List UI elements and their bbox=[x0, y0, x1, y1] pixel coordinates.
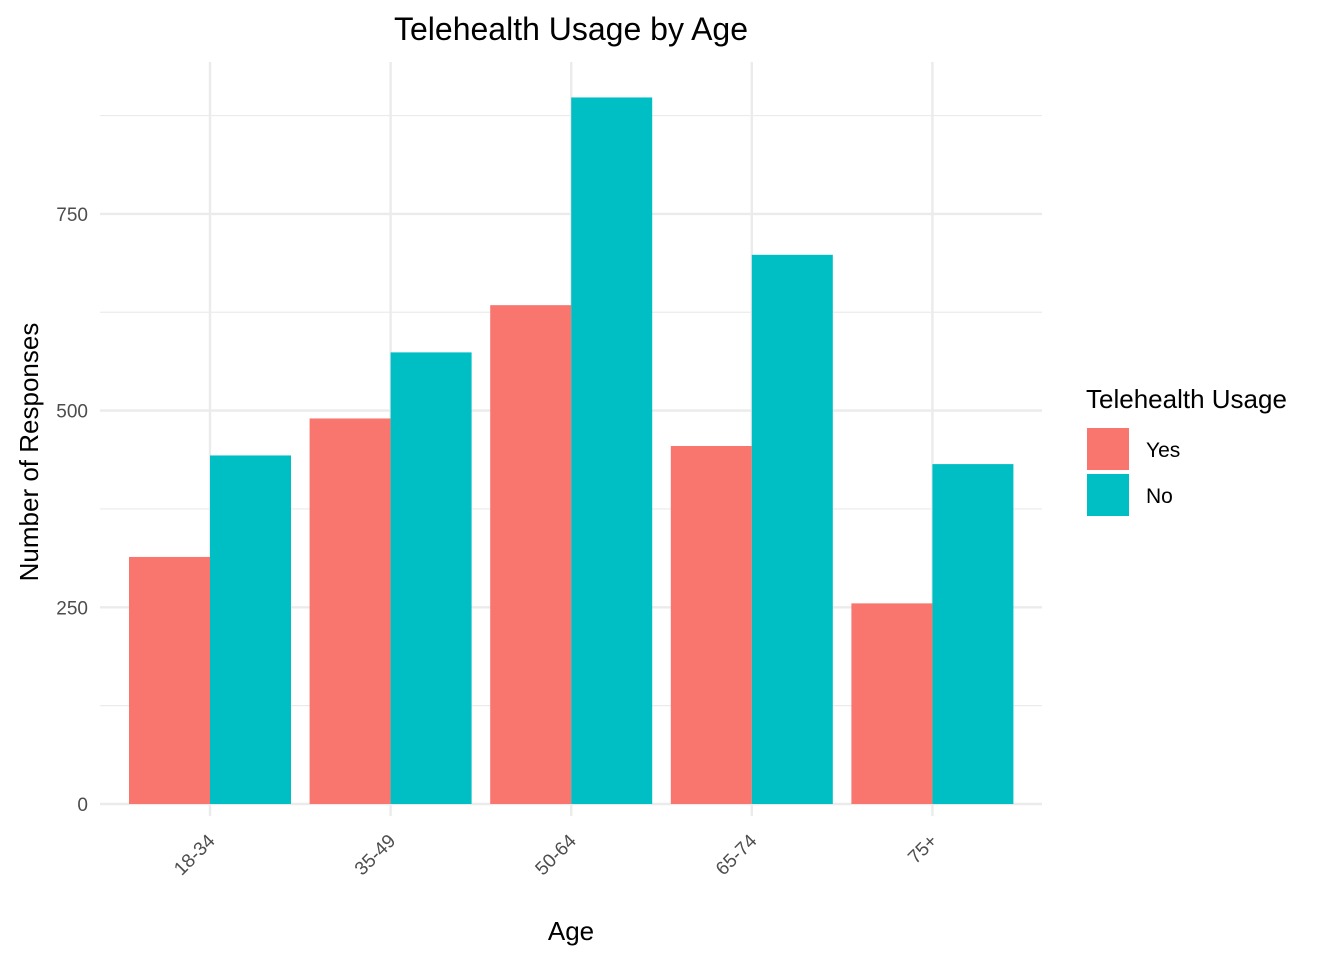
x-tick-label: 75+ bbox=[904, 831, 942, 869]
x-tick-label: 18-34 bbox=[170, 830, 220, 880]
legend: Telehealth Usage Yes No bbox=[1086, 384, 1287, 516]
bar-no-35-49 bbox=[390, 352, 472, 804]
legend-label-yes: Yes bbox=[1146, 439, 1180, 462]
bar-yes-75+ bbox=[851, 603, 933, 804]
x-tick-label: 50-64 bbox=[532, 830, 582, 880]
bar-no-65-74 bbox=[751, 254, 833, 804]
bar-yes-65-74 bbox=[670, 446, 752, 804]
y-tick-label: 750 bbox=[56, 205, 88, 226]
bar-no-75+ bbox=[932, 464, 1014, 804]
y-tick-label: 0 bbox=[77, 795, 88, 816]
bar-yes-35-49 bbox=[309, 418, 391, 804]
x-tick-label: 65-74 bbox=[712, 830, 762, 880]
x-tick-label: 35-49 bbox=[351, 831, 400, 880]
legend-title: Telehealth Usage bbox=[1086, 384, 1287, 414]
bar-yes-18-34 bbox=[129, 556, 210, 804]
bars bbox=[129, 97, 1014, 804]
legend-items: Yes No bbox=[1087, 428, 1180, 516]
y-axis-ticks: 0 250 500 750 bbox=[56, 205, 88, 816]
chart-title: Telehealth Usage by Age bbox=[394, 11, 748, 47]
y-tick-label: 250 bbox=[56, 598, 88, 619]
legend-key-yes bbox=[1087, 428, 1129, 470]
bar-no-50-64 bbox=[571, 97, 653, 804]
legend-key-no bbox=[1087, 474, 1129, 516]
x-axis-title: Age bbox=[548, 916, 594, 946]
legend-label-no: No bbox=[1146, 485, 1173, 508]
bar-yes-50-64 bbox=[490, 305, 572, 804]
bar-no-18-34 bbox=[210, 455, 291, 804]
x-axis-ticks: 18-34 35-49 50-64 65-74 75+ bbox=[170, 830, 942, 880]
y-tick-label: 500 bbox=[56, 402, 88, 423]
y-axis-title: Number of Responses bbox=[14, 323, 44, 582]
